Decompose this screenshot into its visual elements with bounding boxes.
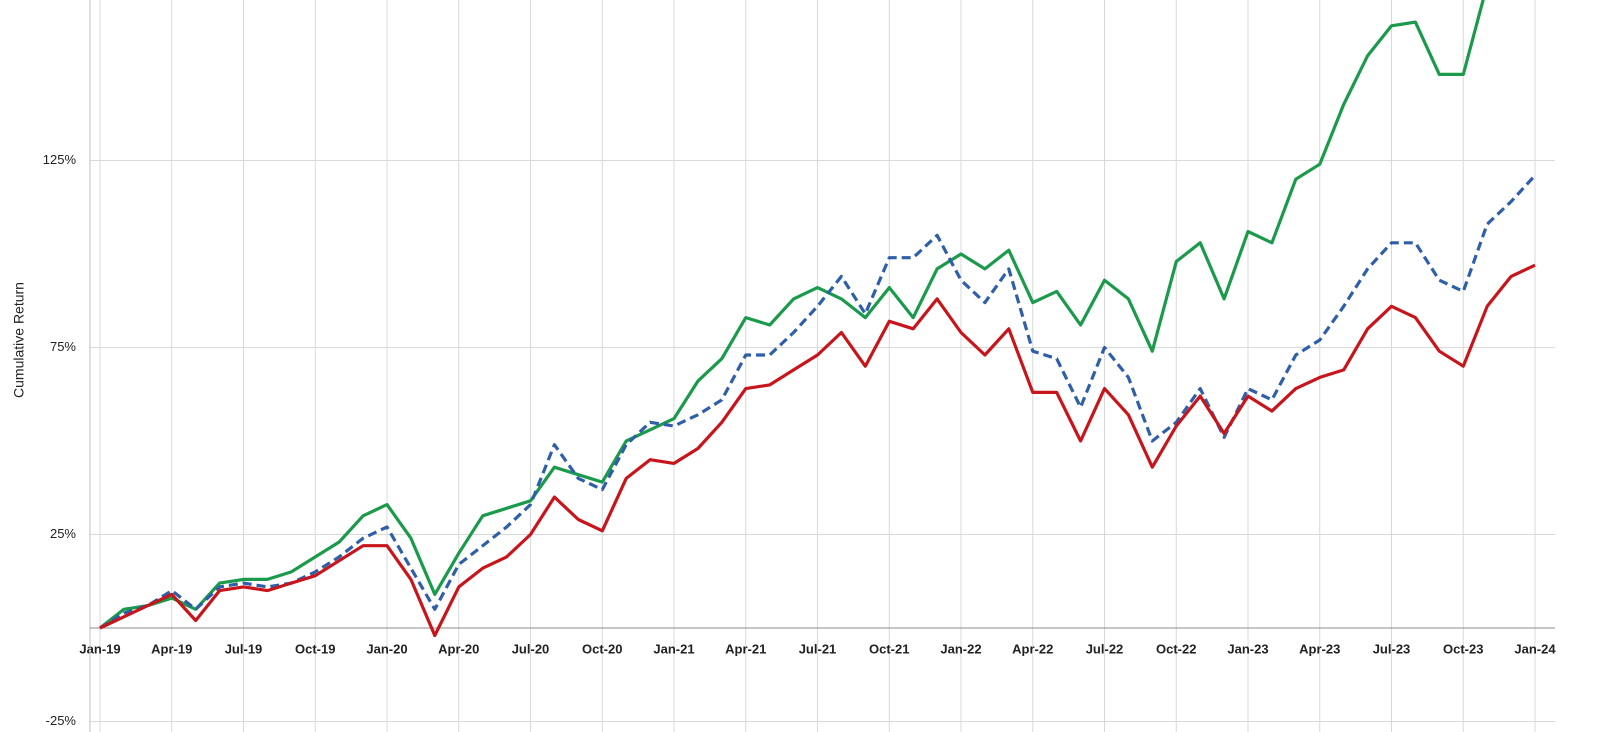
plot-area bbox=[99, 0, 1537, 638]
series-line bbox=[99, 0, 1485, 630]
series-line bbox=[99, 263, 1536, 638]
x-tick-label: Jul-22 bbox=[1086, 641, 1124, 656]
x-tick-label: Apr-23 bbox=[1299, 641, 1340, 656]
series-line bbox=[99, 174, 1537, 630]
x-tick-label: Jul-23 bbox=[1373, 641, 1411, 656]
x-tick-label: Jan-19 bbox=[79, 641, 120, 656]
x-tick-label: Jan-24 bbox=[1514, 641, 1556, 656]
y-tick-label: -25% bbox=[46, 713, 77, 728]
x-tick-label: Jul-20 bbox=[512, 641, 550, 656]
x-tick-label: Oct-19 bbox=[295, 641, 335, 656]
x-tick-label: Jul-19 bbox=[225, 641, 263, 656]
y-tick-label: 25% bbox=[50, 526, 76, 541]
x-tick-label: Jan-20 bbox=[366, 641, 407, 656]
x-tick-label: Oct-21 bbox=[869, 641, 909, 656]
x-tick-label: Oct-23 bbox=[1443, 641, 1483, 656]
x-tick-label: Apr-22 bbox=[1012, 641, 1053, 656]
x-tick-label: Oct-20 bbox=[582, 641, 622, 656]
y-tick-label: 125% bbox=[43, 152, 77, 167]
x-tick-label: Apr-20 bbox=[438, 641, 479, 656]
x-tick-label: Apr-19 bbox=[151, 641, 192, 656]
x-tick-label: Jan-22 bbox=[940, 641, 981, 656]
x-tick-label: Apr-21 bbox=[725, 641, 766, 656]
y-tick-label: 75% bbox=[50, 339, 76, 354]
x-tick-label: Jan-23 bbox=[1227, 641, 1268, 656]
x-tick-label: Jul-21 bbox=[799, 641, 837, 656]
x-tick-label: Oct-22 bbox=[1156, 641, 1196, 656]
x-tick-label: Jan-21 bbox=[653, 641, 694, 656]
y-axis-label: Cumulative Return bbox=[11, 282, 27, 398]
